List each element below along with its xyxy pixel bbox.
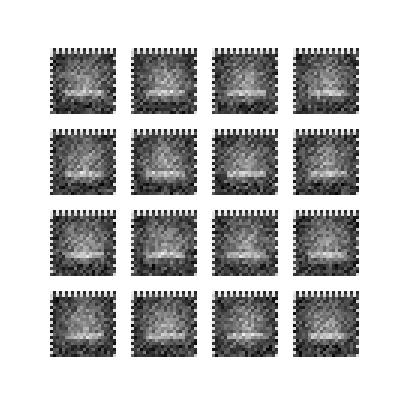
sample-image xyxy=(212,129,278,195)
sample-image xyxy=(293,291,359,357)
sample-image xyxy=(50,48,116,114)
sample-image xyxy=(131,291,197,357)
sample-tile xyxy=(50,48,116,114)
sample-image xyxy=(293,210,359,276)
sample-tile xyxy=(212,129,278,195)
sample-image xyxy=(50,210,116,276)
sample-image xyxy=(212,210,278,276)
sample-tile xyxy=(131,129,197,195)
sample-tile xyxy=(293,291,359,357)
sample-image xyxy=(131,48,197,114)
sample-tile xyxy=(50,210,116,276)
sample-image xyxy=(50,129,116,195)
sample-tile xyxy=(131,48,197,114)
sample-image xyxy=(212,48,278,114)
sample-image xyxy=(212,291,278,357)
sample-tile xyxy=(50,129,116,195)
sample-tile xyxy=(212,48,278,114)
sample-tile xyxy=(212,291,278,357)
sample-tile xyxy=(50,291,116,357)
sample-tile xyxy=(131,210,197,276)
sample-image xyxy=(131,129,197,195)
sample-tile xyxy=(293,129,359,195)
sample-image xyxy=(293,48,359,114)
sample-tile xyxy=(212,210,278,276)
sample-image xyxy=(131,210,197,276)
sample-image xyxy=(50,291,116,357)
sample-tile xyxy=(293,210,359,276)
sample-tile xyxy=(293,48,359,114)
sample-tile xyxy=(131,291,197,357)
sample-image xyxy=(293,129,359,195)
